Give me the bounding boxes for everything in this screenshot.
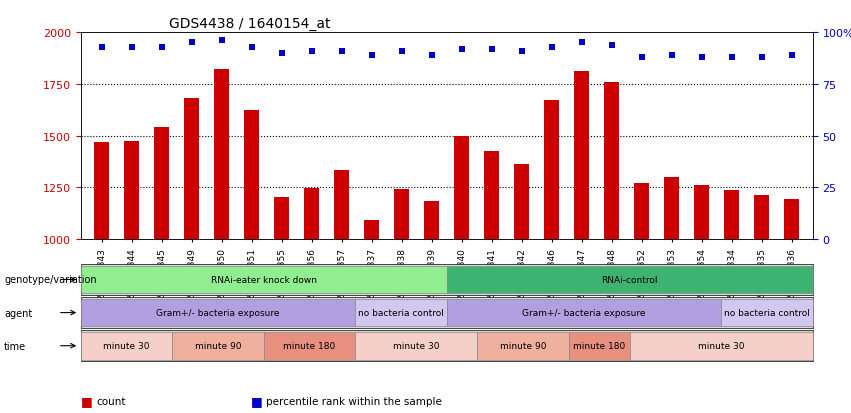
Text: minute 180: minute 180 [573,342,625,350]
Bar [124,141,140,240]
Text: minute 30: minute 30 [698,342,745,350]
Point [395,48,408,55]
Point [755,55,768,61]
Point [245,44,259,51]
Bar [425,201,439,240]
Point [185,40,198,47]
Point [335,48,349,55]
Point [605,42,619,49]
Bar [604,83,620,240]
Bar [724,191,740,240]
Text: no bacteria control: no bacteria control [724,309,810,317]
Text: RNAi-control: RNAi-control [602,275,658,284]
Bar [244,110,260,240]
Text: RNAi-eater knock down: RNAi-eater knock down [211,275,317,284]
Point [635,55,648,61]
Text: minute 90: minute 90 [500,342,546,350]
Text: count: count [96,396,126,406]
Bar [694,186,709,240]
Bar [394,190,409,240]
Text: minute 180: minute 180 [283,342,335,350]
Point [515,48,528,55]
Bar [754,195,769,240]
Bar [185,99,199,240]
Bar [154,128,169,240]
Bar [274,197,289,240]
Text: minute 90: minute 90 [195,342,242,350]
Text: ■: ■ [81,394,93,407]
Point [455,46,469,53]
Text: percentile rank within the sample: percentile rank within the sample [266,396,443,406]
Text: Gram+/- bacteria exposure: Gram+/- bacteria exposure [523,309,646,317]
Point [785,52,798,59]
Text: Gram+/- bacteria exposure: Gram+/- bacteria exposure [157,309,280,317]
Text: ■: ■ [251,394,263,407]
Bar [785,199,799,240]
Point [545,44,558,51]
Point [725,55,739,61]
Bar [364,221,380,240]
Text: time: time [4,341,26,351]
Bar [634,184,649,240]
Point [665,52,678,59]
Point [575,40,589,47]
Text: no bacteria control: no bacteria control [358,309,444,317]
Text: minute 30: minute 30 [103,342,150,350]
Bar [514,164,529,240]
Point [425,52,438,59]
Text: GDS4438 / 1640154_at: GDS4438 / 1640154_at [168,17,330,31]
Bar [214,70,229,240]
Bar [665,178,679,240]
Bar [94,142,109,240]
Point [275,50,288,57]
Point [95,44,109,51]
Point [695,55,709,61]
Bar [334,170,349,240]
Bar [484,152,500,240]
Text: genotype/variation: genotype/variation [4,275,97,285]
Point [485,46,499,53]
Bar [574,72,589,240]
Point [365,52,379,59]
Text: minute 30: minute 30 [393,342,439,350]
Point [125,44,139,51]
Point [305,48,318,55]
Text: agent: agent [4,308,32,318]
Point [215,38,229,45]
Bar [305,189,319,240]
Point [155,44,168,51]
Bar [454,136,469,240]
Bar [545,101,559,240]
